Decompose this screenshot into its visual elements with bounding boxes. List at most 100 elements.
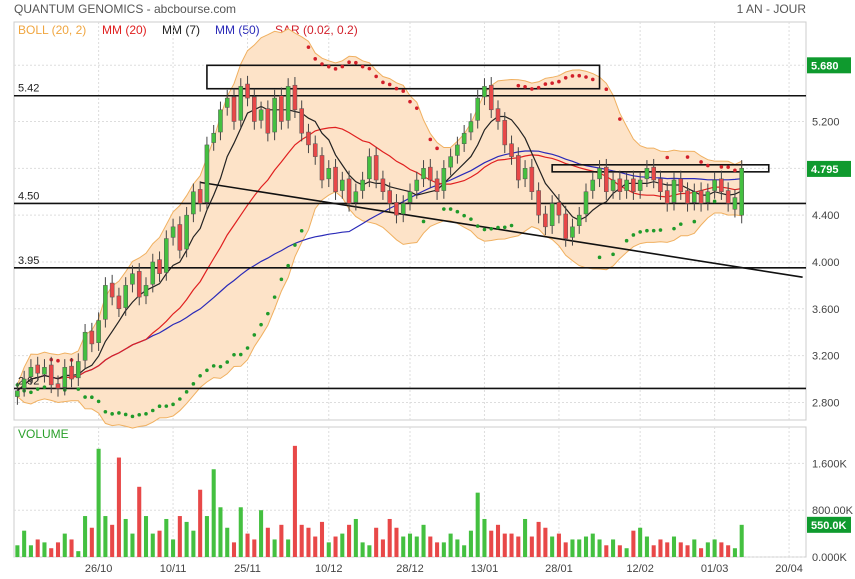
volume-bar xyxy=(286,539,291,557)
sar-dot xyxy=(387,82,392,87)
volume-bar xyxy=(171,539,176,557)
volume-bar xyxy=(468,530,473,557)
legend: BOLL (20, 2) MM (20) MM (7) MM (50) SAR … xyxy=(18,23,358,37)
candle-body xyxy=(678,178,684,192)
sar-dot xyxy=(225,360,230,364)
volume-bar xyxy=(150,533,155,557)
candle-body xyxy=(204,144,210,203)
x-tick-label: 13/01 xyxy=(471,563,499,575)
volume-bar xyxy=(570,539,575,557)
candle-body xyxy=(455,144,460,156)
sar-dot xyxy=(198,373,202,378)
last-volume-badge xyxy=(807,516,851,533)
volume-bar xyxy=(414,536,419,557)
volume-bar xyxy=(421,524,426,557)
candle-body xyxy=(685,190,690,204)
volume-bar xyxy=(292,445,297,557)
candle-body xyxy=(265,108,271,134)
candle-body xyxy=(28,367,34,377)
volume-bar xyxy=(435,542,440,557)
volume-bar xyxy=(428,536,433,557)
candle-body xyxy=(279,95,284,122)
volume-bar xyxy=(671,536,677,557)
volume-bar xyxy=(259,510,264,557)
sar-dot xyxy=(218,364,223,369)
volume-bar xyxy=(705,542,710,557)
sar-dot xyxy=(448,207,453,211)
sar-dot xyxy=(381,80,385,85)
candle-body xyxy=(529,166,535,192)
level-label: 4.50 xyxy=(18,190,39,202)
candle-body xyxy=(340,179,345,191)
candle-body xyxy=(164,238,169,273)
candle-body xyxy=(448,156,453,168)
sar-dot xyxy=(502,225,507,230)
candle-body xyxy=(475,97,480,121)
sar-dot xyxy=(164,404,169,408)
candle-body xyxy=(312,143,318,157)
candle-body xyxy=(367,156,372,180)
sar-dot xyxy=(252,333,257,337)
sar-dot xyxy=(374,74,378,79)
sar-dot xyxy=(340,64,345,69)
candle-body xyxy=(191,191,196,215)
sar-dot xyxy=(414,106,419,110)
last-price-badge xyxy=(807,160,851,177)
sar-dot xyxy=(367,66,372,71)
volume-bar xyxy=(218,507,223,557)
candle-body xyxy=(651,166,656,181)
volume-bar xyxy=(455,539,460,557)
volume-bar xyxy=(360,542,365,557)
sar-dot xyxy=(360,64,365,69)
volume-bar xyxy=(665,542,670,557)
volume-bar xyxy=(441,542,446,557)
sar-dot xyxy=(577,73,582,78)
sar-dot xyxy=(266,311,270,316)
volume-bar xyxy=(475,492,480,557)
volume-bar xyxy=(184,521,189,557)
volume-bar xyxy=(191,530,196,557)
sar-dot xyxy=(90,395,94,400)
sar-dot xyxy=(455,209,460,214)
volume-bar xyxy=(509,533,514,557)
volume-bar xyxy=(22,530,27,557)
candle-body xyxy=(604,166,609,192)
sar-dot xyxy=(320,62,324,66)
sar-dot xyxy=(394,86,399,91)
volume-bar xyxy=(143,516,149,557)
candle-body xyxy=(583,191,589,215)
sar-dot xyxy=(624,238,629,243)
x-tick-label: 28/01 xyxy=(545,563,573,575)
candle-body xyxy=(671,179,677,203)
sar-dot xyxy=(611,252,615,257)
candle-body xyxy=(732,197,738,210)
volume-bar xyxy=(28,545,33,557)
price-tick-label: 4.400 xyxy=(812,210,840,222)
sar-dot xyxy=(110,412,114,416)
sar-dot xyxy=(530,87,534,91)
last-volume-label: 550.0K xyxy=(811,520,847,532)
volume-bar xyxy=(685,545,690,557)
sar-dot xyxy=(245,346,250,350)
candle-body xyxy=(712,179,717,191)
candle-body xyxy=(136,271,142,298)
candle-body xyxy=(488,84,494,111)
candle-body xyxy=(326,168,332,180)
sar-dot xyxy=(29,390,33,395)
volume-bar xyxy=(631,530,636,557)
sar-dot xyxy=(130,414,135,419)
sar-dot xyxy=(631,233,636,237)
x-tick-label: 01/03 xyxy=(701,563,729,575)
volume-bar xyxy=(543,527,548,557)
sar-dot xyxy=(550,81,554,85)
volume-bar xyxy=(333,536,338,557)
candle-body xyxy=(705,191,711,203)
candle-body xyxy=(123,285,128,308)
candle-body xyxy=(400,203,406,215)
volume-bar xyxy=(76,551,81,557)
volume-bar xyxy=(62,533,67,557)
volume-bar xyxy=(367,545,372,557)
sar-dot xyxy=(509,223,514,228)
price-tick-label: 4.000 xyxy=(812,257,840,269)
candle-body xyxy=(150,261,156,285)
